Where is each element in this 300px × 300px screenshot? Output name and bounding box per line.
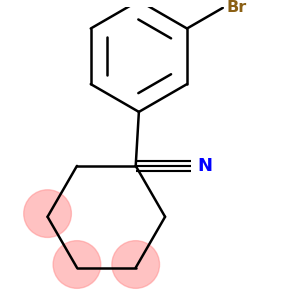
Circle shape — [53, 241, 101, 288]
Text: Br: Br — [226, 0, 247, 15]
Text: N: N — [197, 157, 212, 175]
Circle shape — [112, 241, 160, 288]
Circle shape — [24, 190, 71, 237]
